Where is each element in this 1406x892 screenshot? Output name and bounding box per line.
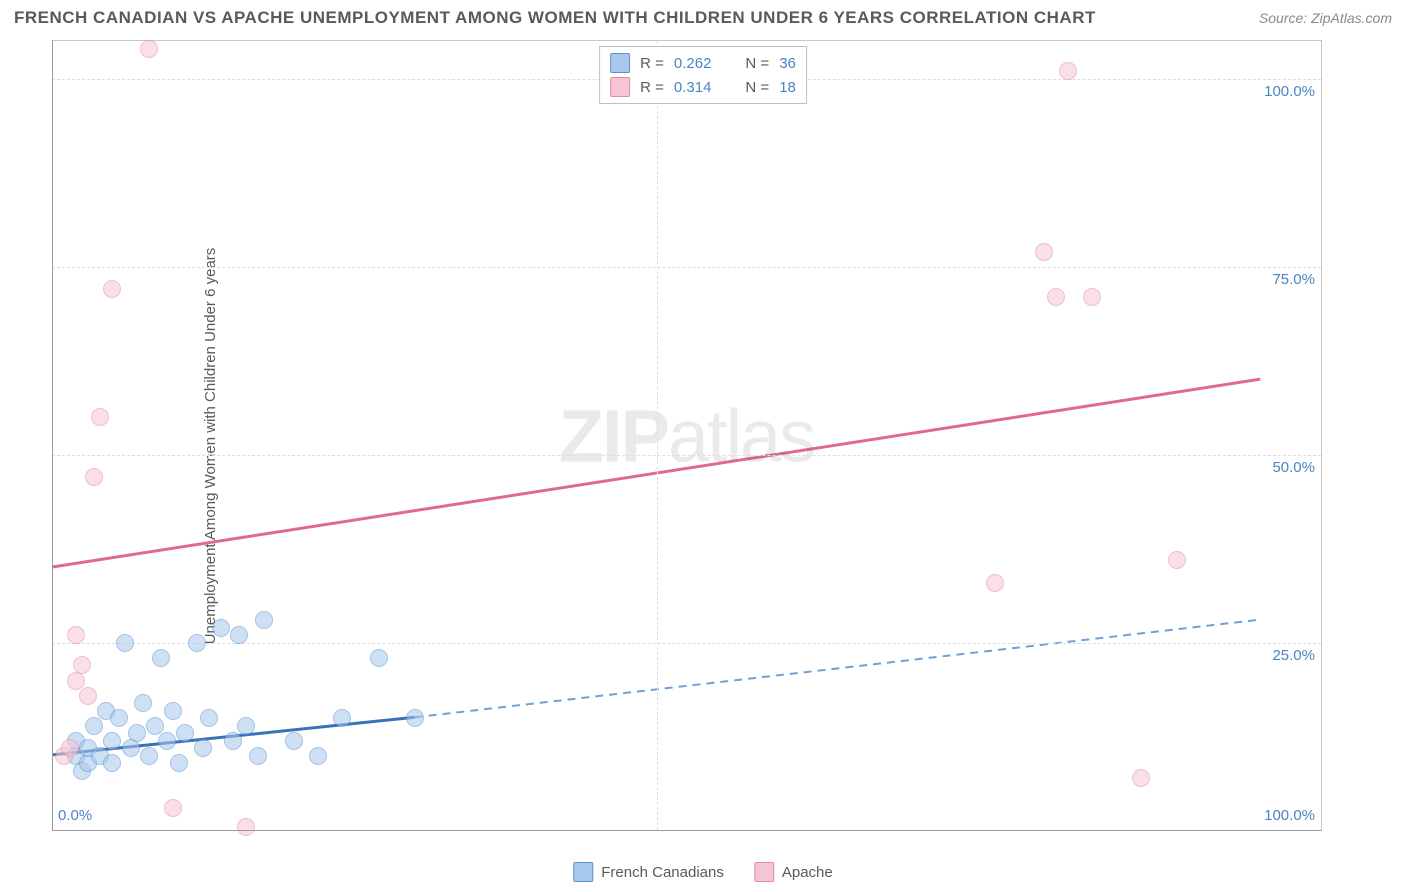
x-tick-label-left: 0.0% [58,807,92,824]
legend-label: Apache [782,864,833,881]
vgridline [657,41,658,830]
data-point [164,702,182,720]
data-point [128,724,146,742]
data-point [200,709,218,727]
data-point [194,739,212,757]
data-point [188,634,206,652]
data-point [1035,243,1053,261]
source-label: Source: ZipAtlas.com [1259,10,1392,26]
watermark: ZIPatlas [559,393,814,478]
data-point [73,656,91,674]
bottom-legend: French Canadians Apache [573,862,832,882]
y-tick-label: 25.0% [1272,647,1315,664]
data-point [61,739,79,757]
stats-legend: R = 0.262 N = 36 R = 0.314 N = 18 [599,46,807,104]
n-label: N = [745,55,769,72]
data-point [1083,288,1101,306]
data-point [370,649,388,667]
legend-swatch [610,53,630,73]
watermark-atlas: atlas [668,394,814,477]
r-label: R = [640,55,664,72]
data-point [176,724,194,742]
n-label: N = [745,79,769,96]
data-point [116,634,134,652]
data-point [230,626,248,644]
data-point [91,408,109,426]
r-value: 0.314 [674,79,712,96]
x-tick-label-right: 100.0% [1264,807,1315,824]
data-point [103,280,121,298]
gridline [52,267,1321,268]
data-point [170,754,188,772]
data-point [255,611,273,629]
x-axis-line [52,830,1322,831]
y-axis-line [52,40,53,830]
data-point [85,717,103,735]
chart-container: FRENCH CANADIAN VS APACHE UNEMPLOYMENT A… [0,0,1406,892]
trend-lines-layer [52,41,1321,830]
data-point [134,694,152,712]
n-value: 36 [779,55,796,72]
gridline [52,455,1321,456]
y-tick-label: 75.0% [1272,271,1315,288]
stats-legend-row: R = 0.262 N = 36 [610,51,796,75]
data-point [285,732,303,750]
r-label: R = [640,79,664,96]
legend-swatch [754,862,774,882]
data-point [103,754,121,772]
data-point [79,687,97,705]
bottom-legend-item: Apache [754,862,833,882]
data-point [1168,551,1186,569]
trend-line [415,620,1261,718]
data-point [110,709,128,727]
stats-legend-row: R = 0.314 N = 18 [610,75,796,99]
data-point [406,709,424,727]
data-point [140,40,158,58]
y-tick-label: 50.0% [1272,459,1315,476]
data-point [1132,769,1150,787]
data-point [140,747,158,765]
data-point [1047,288,1065,306]
n-value: 18 [779,79,796,96]
data-point [152,649,170,667]
y-tick-label: 100.0% [1264,83,1315,100]
data-point [1059,62,1077,80]
data-point [237,717,255,735]
data-point [212,619,230,637]
data-point [158,732,176,750]
data-point [146,717,164,735]
bottom-legend-item: French Canadians [573,862,724,882]
data-point [85,468,103,486]
watermark-zip: ZIP [559,394,668,477]
legend-swatch [610,77,630,97]
data-point [224,732,242,750]
legend-label: French Canadians [601,864,724,881]
chart-title: FRENCH CANADIAN VS APACHE UNEMPLOYMENT A… [14,8,1096,28]
data-point [249,747,267,765]
data-point [67,626,85,644]
data-point [986,574,1004,592]
legend-swatch [573,862,593,882]
plot-area: ZIPatlas 25.0% 50.0% 75.0% 100.0% 0.0% 100.0% [52,40,1322,830]
r-value: 0.262 [674,55,712,72]
data-point [309,747,327,765]
data-point [333,709,351,727]
data-point [164,799,182,817]
data-point [103,732,121,750]
data-point [237,818,255,836]
